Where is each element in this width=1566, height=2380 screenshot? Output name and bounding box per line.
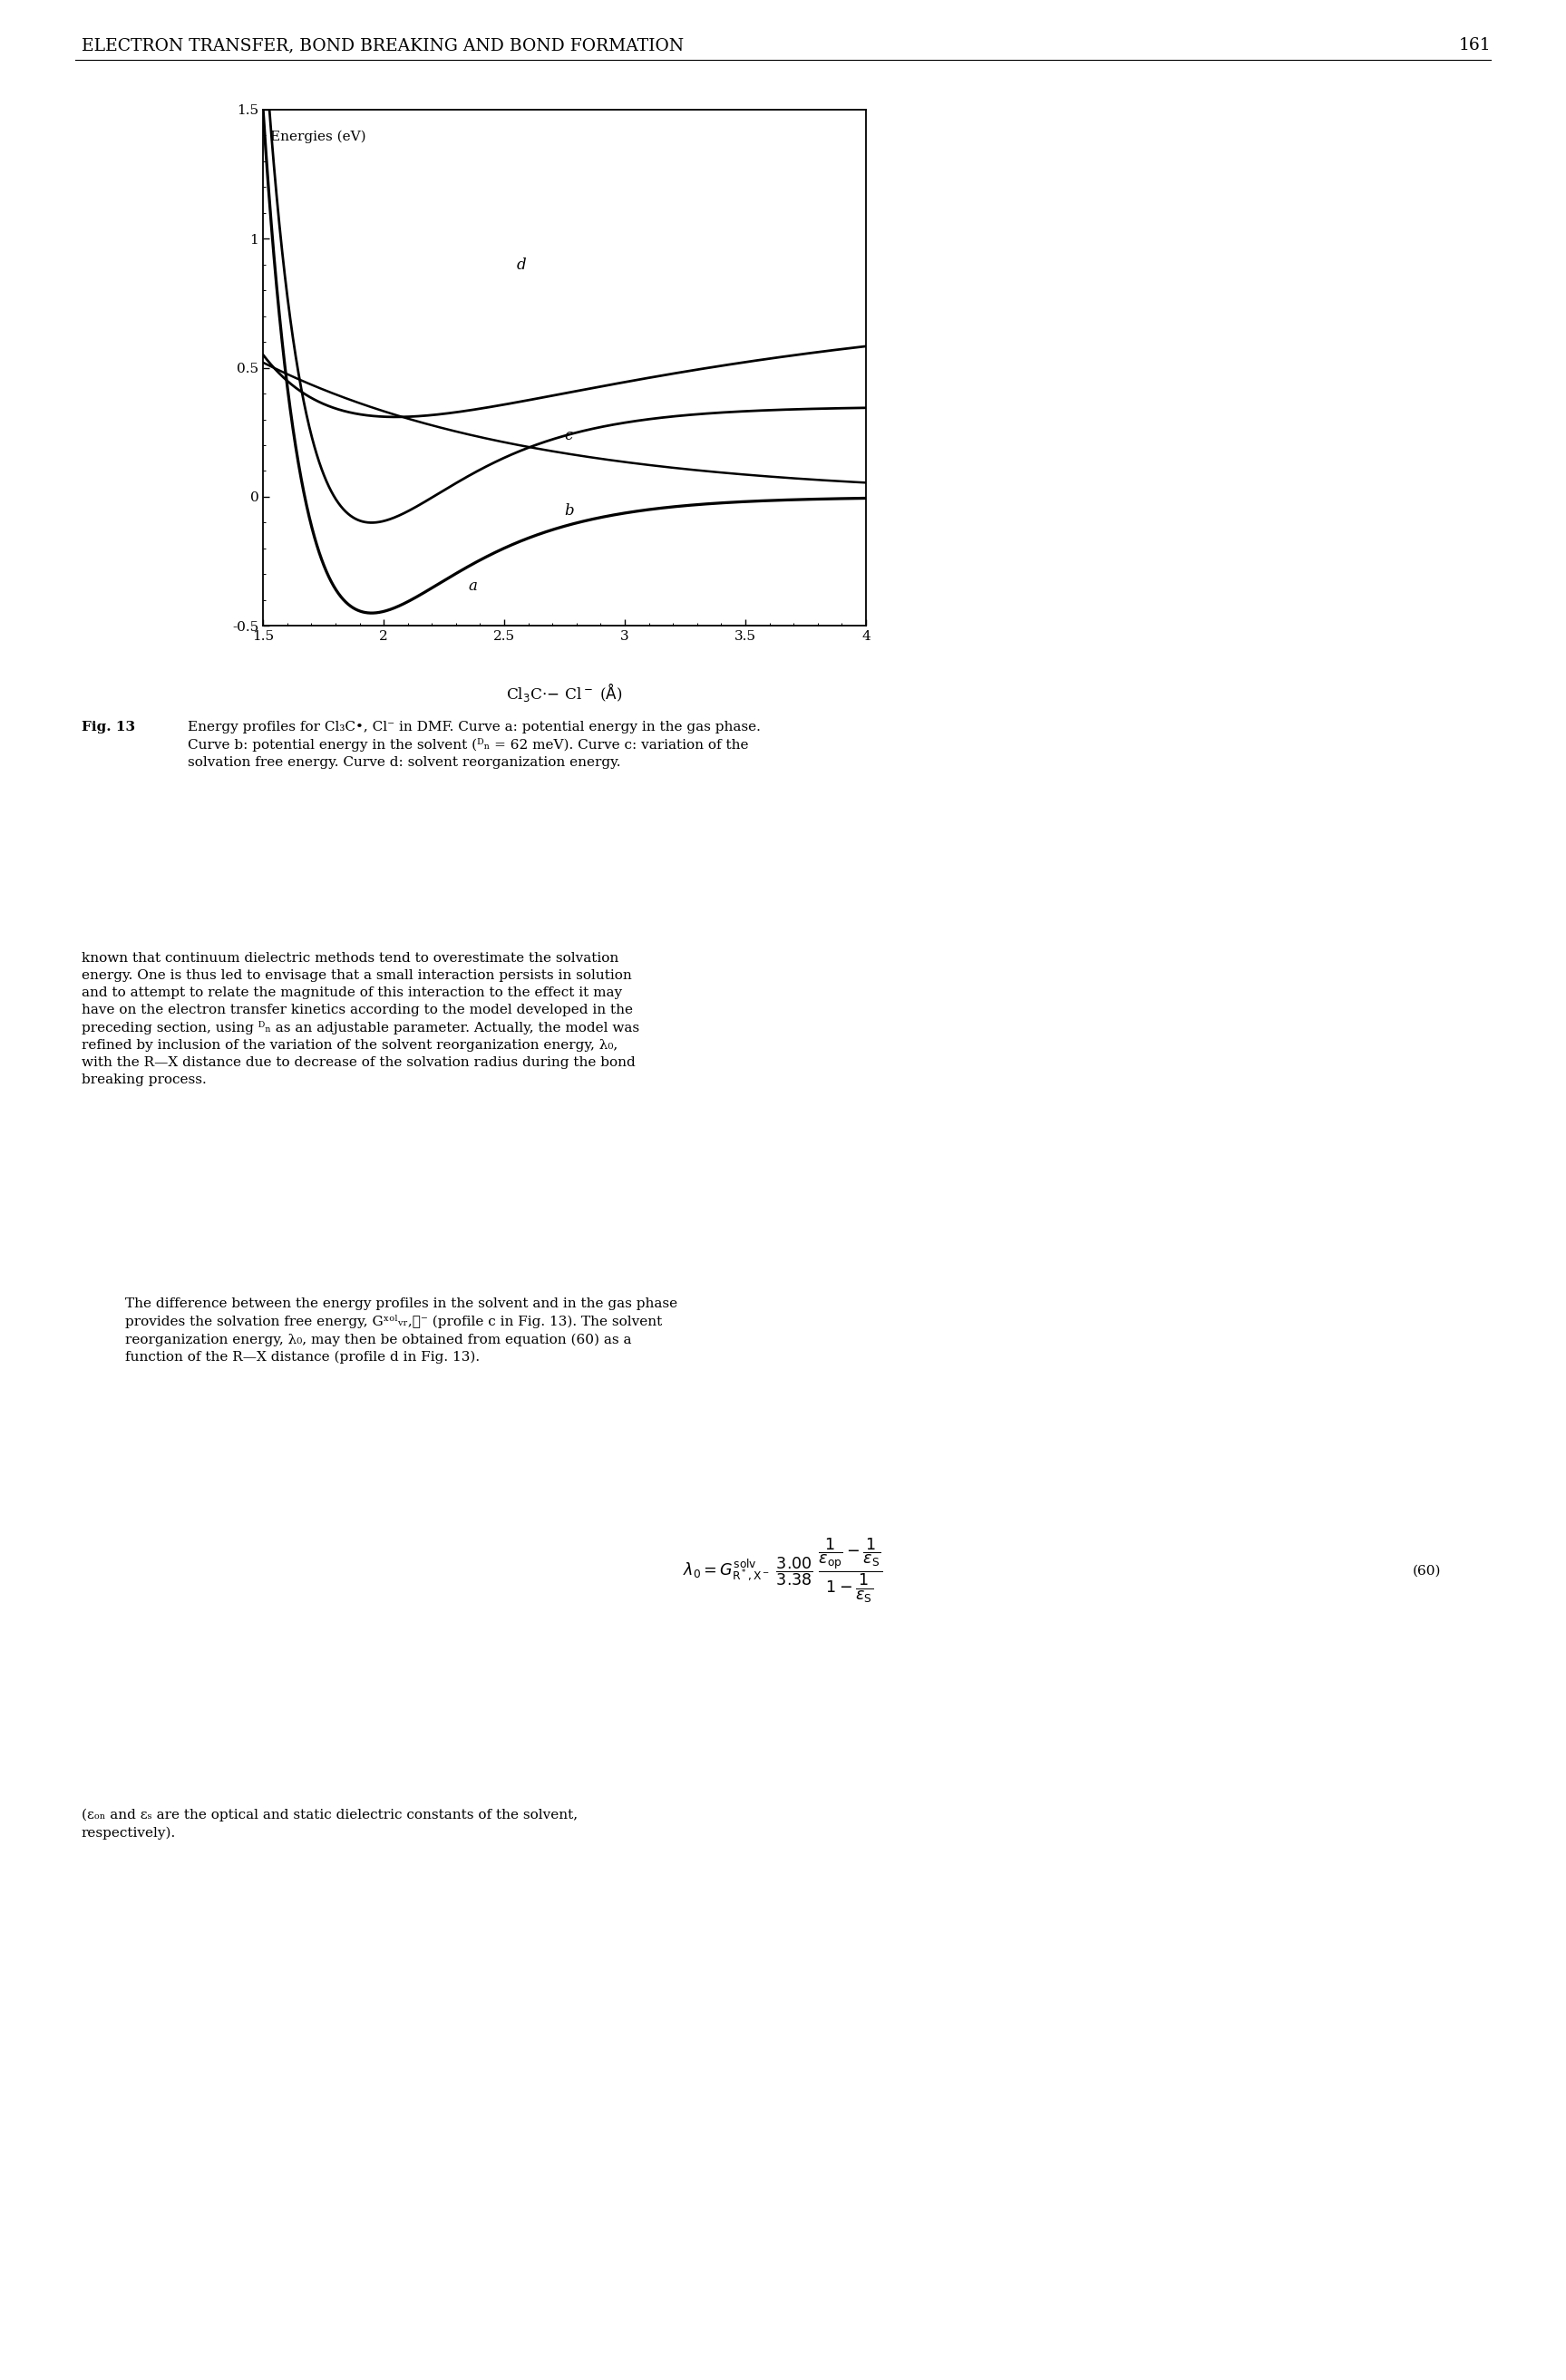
Text: ELECTRON TRANSFER, BOND BREAKING AND BOND FORMATION: ELECTRON TRANSFER, BOND BREAKING AND BON… [81,38,684,55]
Text: d: d [517,257,526,274]
Text: b: b [565,502,575,519]
Text: Fig. 13: Fig. 13 [81,721,135,733]
Text: a: a [468,578,478,593]
Text: (60): (60) [1413,1564,1441,1578]
Text: Energies (eV): Energies (eV) [271,131,366,143]
Text: The difference between the energy profiles in the solvent and in the gas phase
p: The difference between the energy profil… [125,1297,678,1364]
Text: c: c [565,428,573,443]
Text: Energy profiles for Cl₃C•, Cl⁻ in DMF. Curve a: potential energy in the gas phas: Energy profiles for Cl₃C•, Cl⁻ in DMF. C… [188,721,761,769]
Text: $\lambda_0 = G^{\rm solv}_{{\rm R}^*,{\rm X}^-}\ \dfrac{3.00}{3.38}\ \dfrac{\dfr: $\lambda_0 = G^{\rm solv}_{{\rm R}^*,{\r… [683,1537,883,1604]
Text: known that continuum dielectric methods tend to overestimate the solvation
energ: known that continuum dielectric methods … [81,952,639,1085]
Text: 161: 161 [1458,38,1491,55]
Text: (εₒₙ and εₛ are the optical and static dielectric constants of the solvent,
resp: (εₒₙ and εₛ are the optical and static d… [81,1809,578,1840]
Text: Cl$_3$C$\cdot\!-\!$ Cl$^-$ ($\rm\AA$): Cl$_3$C$\cdot\!-\!$ Cl$^-$ ($\rm\AA$) [506,681,623,704]
